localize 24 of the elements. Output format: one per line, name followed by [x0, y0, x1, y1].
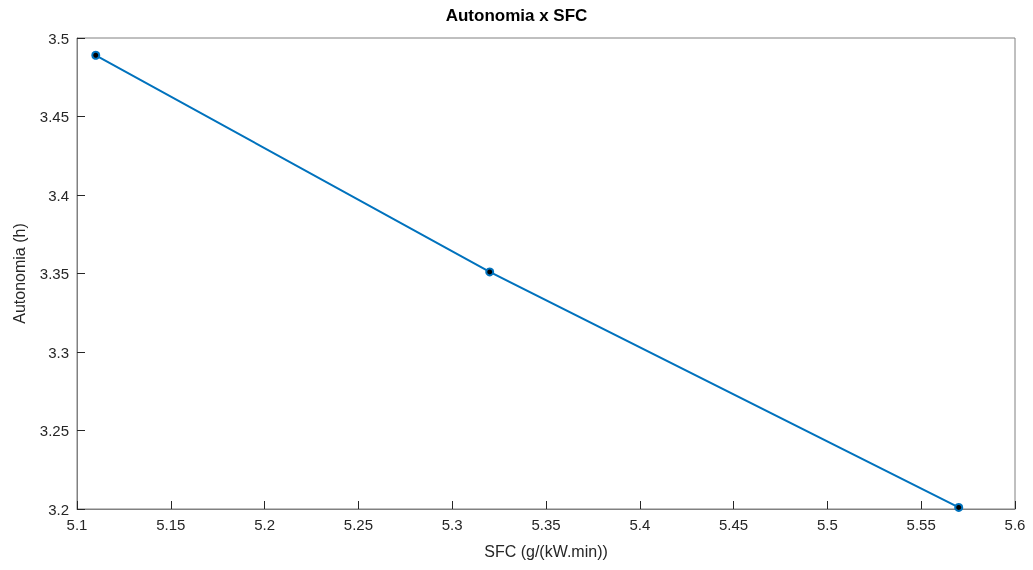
x-tick-label: 5.15 — [156, 516, 186, 533]
y-tick-label: 3.5 — [48, 29, 69, 47]
x-tick-label: 5.6 — [1004, 516, 1026, 533]
x-tick-label: 5.4 — [629, 516, 651, 533]
x-tick-label: 5.5 — [816, 516, 838, 533]
x-axis-title: SFC (g/(kW.min)) — [484, 542, 608, 560]
y-tick-label: 3.35 — [39, 265, 69, 282]
x-tick-label: 5.45 — [719, 516, 749, 533]
chart-title: Autonomia x SFC — [445, 6, 588, 25]
x-tick-label: 5.55 — [906, 516, 936, 533]
x-tick-label: 5.25 — [343, 516, 373, 533]
y-tick-label: 3.25 — [39, 422, 69, 439]
point — [485, 267, 495, 277]
x-tick-label: 5.2 — [254, 516, 276, 533]
y-tick-label: 3.4 — [48, 186, 69, 204]
y-tick-label: 3.2 — [48, 500, 69, 518]
point — [954, 502, 964, 512]
x-tick-label: 5.3 — [441, 516, 463, 533]
x-tick-label: 5.1 — [66, 516, 88, 533]
y-tick-label: 3.3 — [48, 343, 69, 361]
y-axis-title: Autonomia (h) — [10, 223, 28, 324]
point — [91, 50, 101, 60]
x-tick-label: 5.35 — [531, 516, 561, 533]
y-tick-label: 3.45 — [39, 108, 69, 125]
